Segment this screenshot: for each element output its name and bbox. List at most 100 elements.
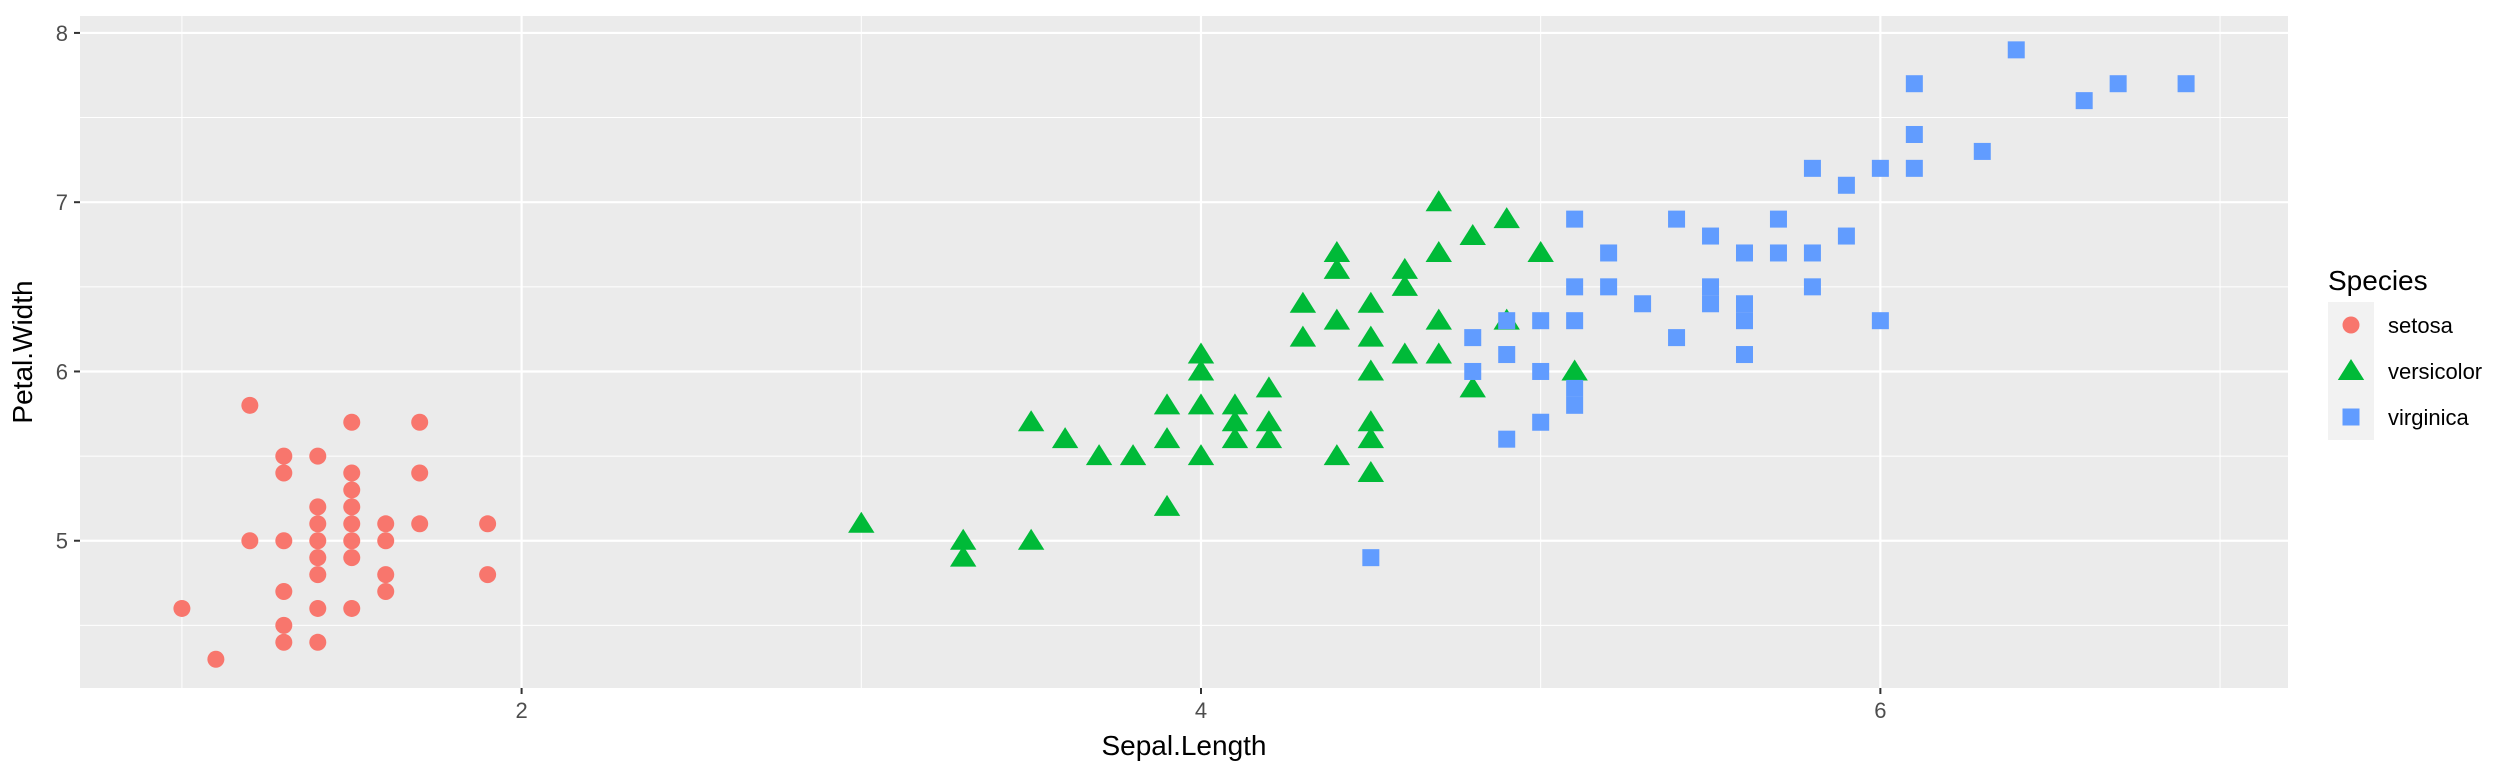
- setosa-point: [275, 583, 293, 601]
- y-tick-label: 8: [56, 21, 68, 46]
- virginica-point: [1566, 379, 1584, 397]
- setosa-point: [309, 566, 327, 584]
- setosa-point: [377, 583, 395, 601]
- virginica-point: [1362, 549, 1380, 567]
- versicolor-point: [1255, 410, 1283, 432]
- versicolor-point: [1561, 359, 1588, 381]
- versicolor-point: [1255, 427, 1283, 449]
- setosa-point: [411, 515, 429, 533]
- setosa-point: [343, 532, 361, 550]
- virginica-point: [1600, 244, 1618, 262]
- setosa-point: [343, 413, 361, 431]
- setosa-point: [309, 447, 327, 465]
- x-axis: 2 4 6: [515, 688, 1886, 723]
- virginica-point: [1735, 312, 1753, 330]
- setosa-point: [275, 447, 293, 465]
- data-points: [173, 41, 2195, 668]
- virginica-point: [1532, 362, 1550, 380]
- versicolor-point: [950, 528, 977, 550]
- versicolor-point: [1391, 342, 1418, 364]
- versicolor-point: [1425, 308, 1452, 330]
- virginica-point: [2109, 75, 2127, 93]
- versicolor-point: [1187, 393, 1215, 415]
- versicolor-point: [1425, 240, 1452, 262]
- legend-label-versicolor: versicolor: [2388, 359, 2482, 384]
- virginica-point: [1498, 312, 1516, 330]
- versicolor-point: [1153, 427, 1181, 449]
- setosa-point: [275, 464, 293, 482]
- setosa-point: [309, 515, 327, 533]
- virginica-point: [1905, 125, 1923, 143]
- virginica-point: [1634, 295, 1652, 313]
- versicolor-point: [1357, 291, 1385, 313]
- versicolor-point: [1459, 224, 1486, 246]
- virginica-point: [1532, 312, 1550, 330]
- versicolor-point: [1153, 393, 1181, 415]
- setosa-point: [343, 515, 361, 533]
- versicolor-point: [1459, 376, 1486, 398]
- virginica-point: [1905, 75, 1923, 93]
- setosa-point: [309, 633, 327, 651]
- legend-marker-virginica: [2342, 408, 2360, 426]
- x-tick-label: 6: [1874, 698, 1886, 723]
- virginica-point: [1464, 329, 1482, 347]
- versicolor-point: [1153, 494, 1181, 516]
- versicolor-point: [1357, 461, 1385, 483]
- setosa-point: [309, 498, 327, 516]
- versicolor-point: [1357, 359, 1385, 381]
- setosa-point: [207, 650, 225, 668]
- setosa-point: [343, 464, 361, 482]
- virginica-point: [1702, 227, 1720, 245]
- virginica-point: [1600, 278, 1618, 296]
- virginica-point: [1566, 312, 1584, 330]
- versicolor-point: [1221, 410, 1249, 432]
- virginica-point: [1769, 210, 1787, 228]
- virginica-point: [1871, 312, 1889, 330]
- legend-marker-setosa: [2342, 316, 2360, 334]
- versicolor-point: [1187, 444, 1215, 466]
- virginica-point: [1464, 362, 1482, 380]
- virginica-point: [1735, 346, 1753, 364]
- virginica-point: [1668, 210, 1686, 228]
- setosa-point: [377, 515, 395, 533]
- setosa-point: [275, 616, 293, 634]
- versicolor-point: [1527, 240, 1554, 262]
- panel-background: [80, 16, 2288, 688]
- versicolor-point: [1051, 427, 1079, 449]
- versicolor-point: [1323, 308, 1351, 330]
- setosa-point: [343, 498, 361, 516]
- virginica-point: [2177, 75, 2195, 93]
- setosa-point: [275, 532, 293, 550]
- x-tick-label: 4: [1195, 698, 1207, 723]
- versicolor-point: [1391, 274, 1418, 296]
- setosa-point: [173, 599, 191, 617]
- minor-gridlines: [80, 16, 2288, 688]
- virginica-point: [1837, 176, 1855, 194]
- virginica-point: [1973, 142, 1991, 160]
- versicolor-point: [1017, 528, 1045, 550]
- y-tick-label: 6: [56, 359, 68, 384]
- setosa-point: [479, 566, 497, 584]
- versicolor-point: [1391, 257, 1418, 279]
- virginica-point: [1803, 278, 1821, 296]
- virginica-point: [1735, 295, 1753, 313]
- setosa-point: [343, 549, 361, 567]
- legend-label-setosa: setosa: [2388, 313, 2454, 338]
- versicolor-point: [1289, 291, 1317, 313]
- x-axis-title: Sepal.Length: [1101, 730, 1266, 761]
- virginica-point: [1498, 430, 1516, 448]
- virginica-point: [1702, 295, 1720, 313]
- y-axis: 5 6 7 8: [56, 21, 80, 554]
- virginica-point: [1566, 210, 1584, 228]
- y-tick-label: 7: [56, 190, 68, 215]
- virginica-point: [1769, 244, 1787, 262]
- setosa-point: [343, 481, 361, 499]
- x-tick-label: 2: [515, 698, 527, 723]
- virginica-point: [1702, 278, 1720, 296]
- versicolor-point: [1357, 427, 1385, 449]
- versicolor-point: [1187, 342, 1215, 364]
- setosa-point: [479, 515, 497, 533]
- virginica-point: [1668, 329, 1686, 347]
- virginica-point: [1735, 244, 1753, 262]
- major-gridlines: [80, 16, 2288, 688]
